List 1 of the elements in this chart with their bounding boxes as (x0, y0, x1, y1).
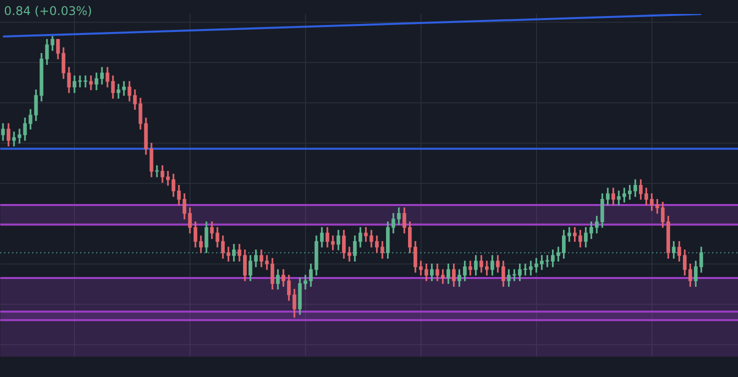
text: 0.84 (+0.03%) (4, 4, 92, 18)
